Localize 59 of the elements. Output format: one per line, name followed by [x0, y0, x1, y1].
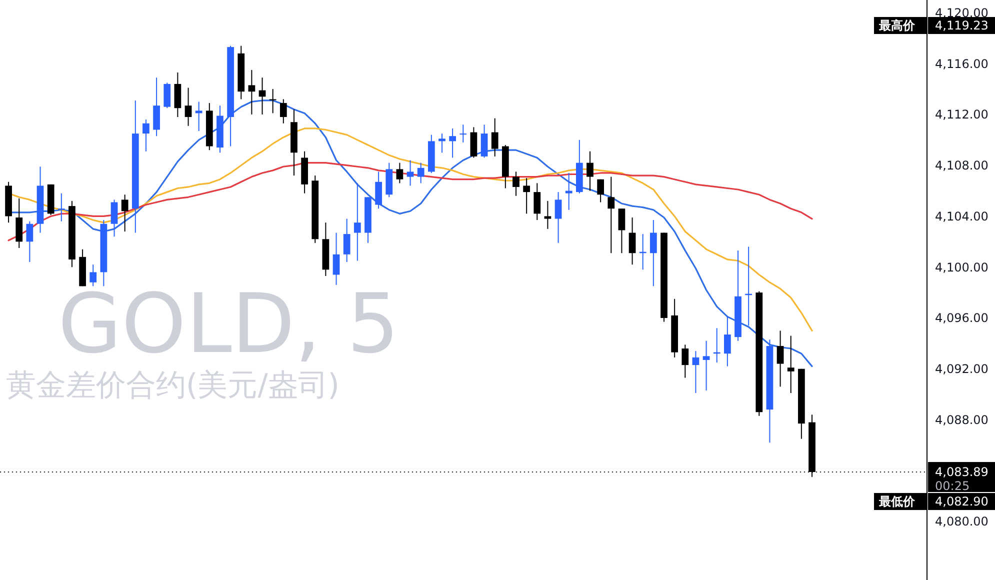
candlestick — [628, 217, 636, 266]
candlestick — [512, 171, 520, 196]
candlestick — [787, 335, 794, 394]
candlestick — [195, 101, 202, 132]
candlestick — [280, 98, 287, 124]
candlestick — [406, 160, 414, 186]
y-tick-label: 4,088.00 — [935, 412, 988, 427]
candlestick — [343, 218, 350, 263]
y-tick-label: 4,108.00 — [935, 158, 988, 173]
candlestick — [375, 171, 382, 210]
candlestick — [449, 128, 456, 158]
candlestick — [354, 182, 361, 262]
y-tick-label: 4,104.00 — [935, 209, 988, 224]
candlestick — [650, 220, 657, 287]
y-tick-label: 4,116.00 — [935, 56, 988, 71]
candlestick — [776, 330, 784, 388]
candlestick — [491, 118, 498, 157]
line-series — [8, 162, 813, 242]
candlestick — [121, 194, 128, 232]
candlestick — [608, 176, 615, 254]
candlestick — [565, 172, 572, 210]
candlestick — [110, 199, 118, 238]
candlestick — [724, 316, 731, 367]
candlestick — [544, 200, 552, 230]
candlestick — [417, 162, 424, 184]
candlestick — [682, 344, 689, 378]
candlestick — [269, 88, 276, 114]
candlestick — [523, 178, 530, 214]
candlestick — [184, 87, 192, 126]
y-tick-label: 4,096.00 — [935, 311, 988, 326]
y-tick-label: 4,080.00 — [935, 514, 988, 529]
y-tick-label: 4,112.00 — [935, 108, 988, 122]
text: 00:25 — [935, 479, 970, 494]
candlestick — [586, 150, 594, 192]
y-tick-label: 4,120.00 — [935, 6, 988, 20]
candlestick — [332, 232, 340, 286]
candlestick — [618, 208, 626, 254]
candlestick — [702, 340, 710, 391]
text: 4,119.23 — [935, 18, 988, 33]
candlestick — [58, 192, 65, 222]
candlestick — [142, 119, 150, 152]
candlestick — [438, 133, 446, 154]
candlestick — [164, 82, 171, 109]
y-tick-label: 4,100.00 — [935, 260, 988, 274]
candlestick — [460, 124, 467, 143]
text: 最低价 — [878, 494, 916, 509]
candlestick — [26, 220, 34, 263]
candlestick — [248, 69, 256, 115]
candlestick — [396, 162, 404, 184]
candlestick — [480, 124, 488, 158]
text: 4,082.90 — [935, 494, 988, 509]
y-tick-label: 4,092.00 — [935, 362, 988, 376]
candlestick — [90, 264, 97, 287]
candlestick — [534, 182, 541, 221]
candlestick — [554, 192, 562, 244]
ref-line-label: 4,083.89 — [935, 465, 988, 480]
text: 最高价 — [878, 18, 916, 33]
candlestick — [597, 178, 604, 203]
candlestick — [692, 350, 700, 394]
